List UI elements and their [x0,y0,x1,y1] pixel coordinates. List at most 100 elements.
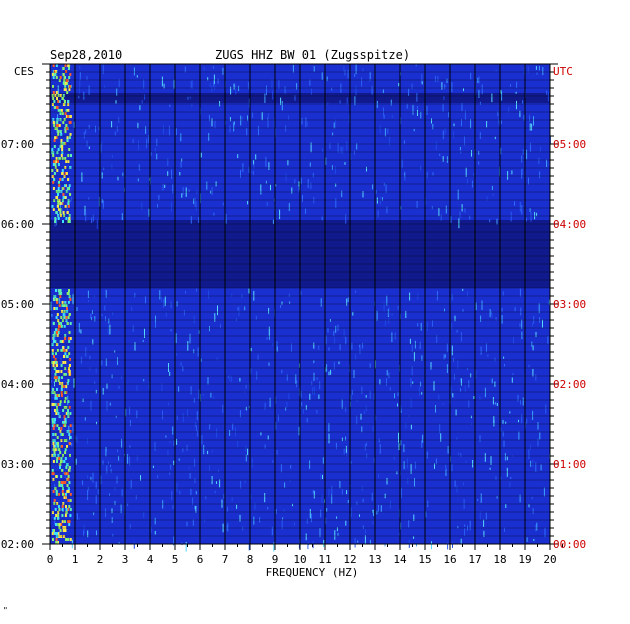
low-frequency-mark [52,433,55,436]
spectral-streak [267,117,269,121]
spectral-streak [535,374,537,381]
low-frequency-mark [67,316,70,319]
spectral-streak [364,535,366,544]
spectral-streak [444,308,445,312]
spectral-streak [121,489,123,497]
spectral-streak [453,123,455,127]
spectral-streak [491,378,493,384]
spectral-streak [410,424,412,430]
spectral-streak [532,368,534,377]
spectral-streak [216,481,217,484]
spectral-streak [267,435,269,440]
low-frequency-mark [63,493,66,496]
spectral-streak [173,440,175,446]
spectral-streak [480,315,482,322]
spectral-streak [353,369,355,378]
spectral-streak [172,505,174,509]
spectral-streak [440,214,442,221]
spectral-streak [415,64,417,67]
low-frequency-mark [51,421,54,424]
spectral-streak [487,354,489,357]
spectral-streak [306,518,308,524]
low-frequency-mark [56,97,58,100]
spectral-streak [350,461,352,464]
spectral-streak [194,197,196,207]
low-frequency-mark [56,106,59,109]
low-frequency-mark [53,100,56,103]
low-frequency-mark [58,448,61,451]
spectral-streak [380,505,382,512]
spectral-streak [522,168,524,176]
spectral-streak [494,402,496,405]
low-frequency-mark [57,163,60,166]
spectral-streak [505,504,507,508]
spectral-streak [546,90,548,95]
low-frequency-mark [57,379,60,382]
low-frequency-mark [52,454,55,457]
spectral-streak [383,114,385,119]
spectral-streak [355,354,357,360]
spectral-streak [211,187,213,195]
spectral-streak [101,314,103,317]
spectral-streak [391,332,393,343]
spectral-streak [519,110,521,118]
spectral-streak [165,312,167,317]
low-frequency-mark [64,418,67,421]
spectral-streak [190,488,192,496]
low-frequency-mark [61,382,64,385]
spectral-streak [413,536,415,539]
spectral-streak [383,302,385,312]
low-frequency-mark [52,472,55,475]
spectral-streak [252,170,254,175]
spectral-streak [195,505,197,513]
low-frequency-mark [54,361,57,364]
spectral-streak [208,290,209,299]
spectral-streak [484,387,486,398]
low-frequency-mark [52,91,55,94]
low-frequency-mark [61,112,64,115]
spectral-streak [369,71,371,82]
spectral-streak [251,112,253,119]
spectral-streak [230,86,232,95]
spectral-streak [225,214,227,224]
spectral-streak [178,458,180,461]
spectral-streak [319,381,321,390]
spectral-streak [102,388,104,395]
low-frequency-mark [64,514,67,517]
spectral-streak [194,505,196,510]
spectral-streak [345,436,347,441]
x-tick-label: 2 [97,553,104,566]
spectral-streak [354,150,355,155]
spectral-streak [486,343,487,353]
low-frequency-mark [54,418,56,421]
spectral-streak [275,184,277,187]
spectral-streak [483,530,485,537]
spectral-streak [378,438,380,443]
low-frequency-mark [61,301,64,304]
spectral-streak [203,444,205,455]
low-frequency-mark [62,529,65,532]
spectral-streak [486,121,488,128]
spectral-streak [456,330,458,333]
spectral-streak [383,107,384,116]
spectral-streak [51,380,52,383]
spectral-streak [432,123,434,130]
low-frequency-mark [65,160,68,163]
spectral-streak [310,513,312,523]
spectral-streak [333,361,335,370]
spectral-streak [220,324,221,329]
spectral-streak [169,104,171,107]
spectral-streak [335,325,337,333]
spectral-streak [451,345,453,356]
spectral-streak [239,514,241,522]
spectral-streak [375,415,377,421]
spectral-streak [316,377,318,380]
low-frequency-mark [59,130,62,133]
low-frequency-mark [54,397,57,400]
spectral-streak [255,154,257,160]
spectral-streak [408,88,410,97]
low-frequency-mark [68,187,70,190]
spectral-streak [245,384,247,389]
spectral-streak [351,342,353,350]
low-frequency-mark [58,457,61,460]
